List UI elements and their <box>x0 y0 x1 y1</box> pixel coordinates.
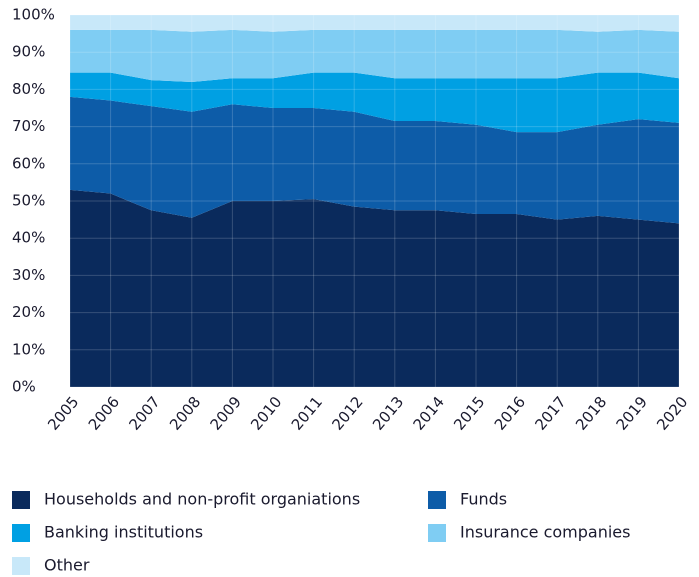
y-tick-label: 100% <box>12 6 55 24</box>
legend-swatch <box>428 491 446 509</box>
y-tick-label: 70% <box>12 117 45 135</box>
legend-swatch <box>12 491 30 509</box>
x-tick-label: 2010 <box>247 393 285 434</box>
x-tick-label: 2006 <box>85 393 123 434</box>
legend-label: Other <box>44 556 90 575</box>
area <box>70 72 679 133</box>
y-tick-label: 10% <box>12 340 45 358</box>
y-tick-label: 80% <box>12 80 45 98</box>
x-tick-label: 2008 <box>166 393 204 434</box>
area <box>70 189 679 387</box>
legend-label: Banking institutions <box>44 523 203 542</box>
x-tick-label: 2005 <box>44 393 82 434</box>
legend-swatch <box>12 557 30 575</box>
legend-label: Funds <box>460 490 507 509</box>
y-tick-label: 0% <box>12 378 36 396</box>
y-tick-label: 40% <box>12 229 45 247</box>
x-tick-label: 2009 <box>207 393 245 434</box>
area <box>70 96 679 224</box>
y-tick-label: 30% <box>12 266 45 284</box>
legend-swatch <box>12 524 30 542</box>
x-tick-label: 2012 <box>328 393 366 434</box>
y-tick-label: 90% <box>12 43 45 61</box>
x-tick-label: 2007 <box>125 393 163 434</box>
x-tick-label: 2020 <box>653 393 691 434</box>
x-tick-label: 2018 <box>572 393 610 434</box>
area <box>70 15 679 32</box>
x-tick-label: 2013 <box>369 393 407 434</box>
area <box>70 29 679 82</box>
legend: Households and non-profit organiations Fu… <box>12 490 630 575</box>
legend-label: Households and non-profit organiations <box>44 490 360 509</box>
y-tick-label: 50% <box>12 192 45 210</box>
x-tick-label: 2014 <box>410 393 448 434</box>
y-tick-label: 20% <box>12 303 45 321</box>
x-tick-label: 2017 <box>531 393 569 434</box>
x-tick-label: 2011 <box>288 393 326 434</box>
y-tick-label: 60% <box>12 154 45 172</box>
legend-label: Insurance companies <box>460 523 630 542</box>
x-tick-label: 2019 <box>613 393 651 434</box>
x-tick-label: 2015 <box>450 393 488 434</box>
x-tick-label: 2016 <box>491 393 529 434</box>
legend-swatch <box>428 524 446 542</box>
